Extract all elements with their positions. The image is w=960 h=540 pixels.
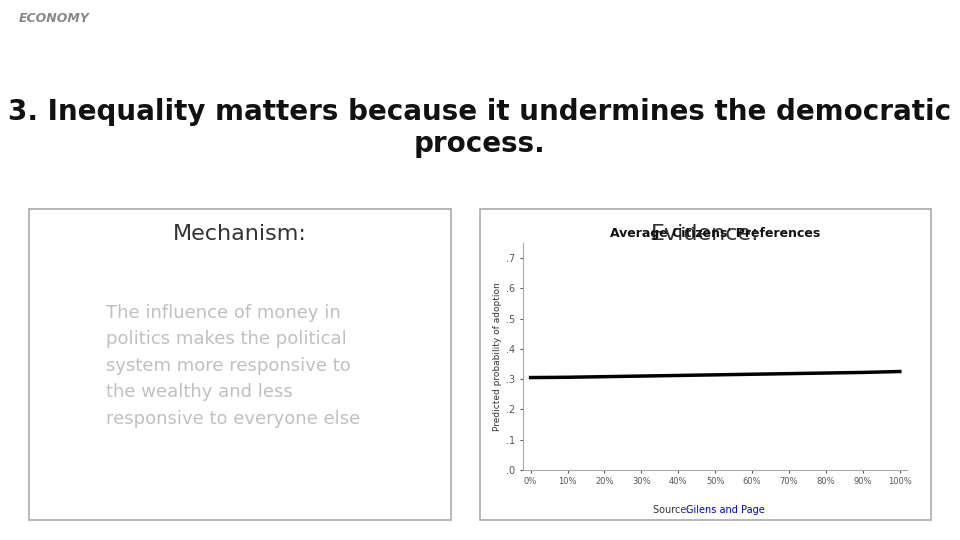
Text: 3. Inequality matters because it undermines the democratic
process.: 3. Inequality matters because it undermi… (9, 98, 951, 158)
Text: Mechanism:: Mechanism: (173, 224, 307, 244)
FancyBboxPatch shape (480, 208, 931, 520)
Title: Average Citizens' Preferences: Average Citizens' Preferences (610, 227, 821, 240)
Text: ECONOMY: ECONOMY (19, 12, 90, 25)
Text: Source:: Source: (653, 505, 692, 515)
Text: Gilens and Page: Gilens and Page (686, 505, 765, 515)
Text: The influence of money in
politics makes the political
system more responsive to: The influence of money in politics makes… (106, 304, 360, 428)
Text: Evidence:: Evidence: (651, 224, 760, 244)
Y-axis label: Predicted probability of adoption: Predicted probability of adoption (493, 282, 502, 431)
FancyBboxPatch shape (29, 208, 451, 520)
